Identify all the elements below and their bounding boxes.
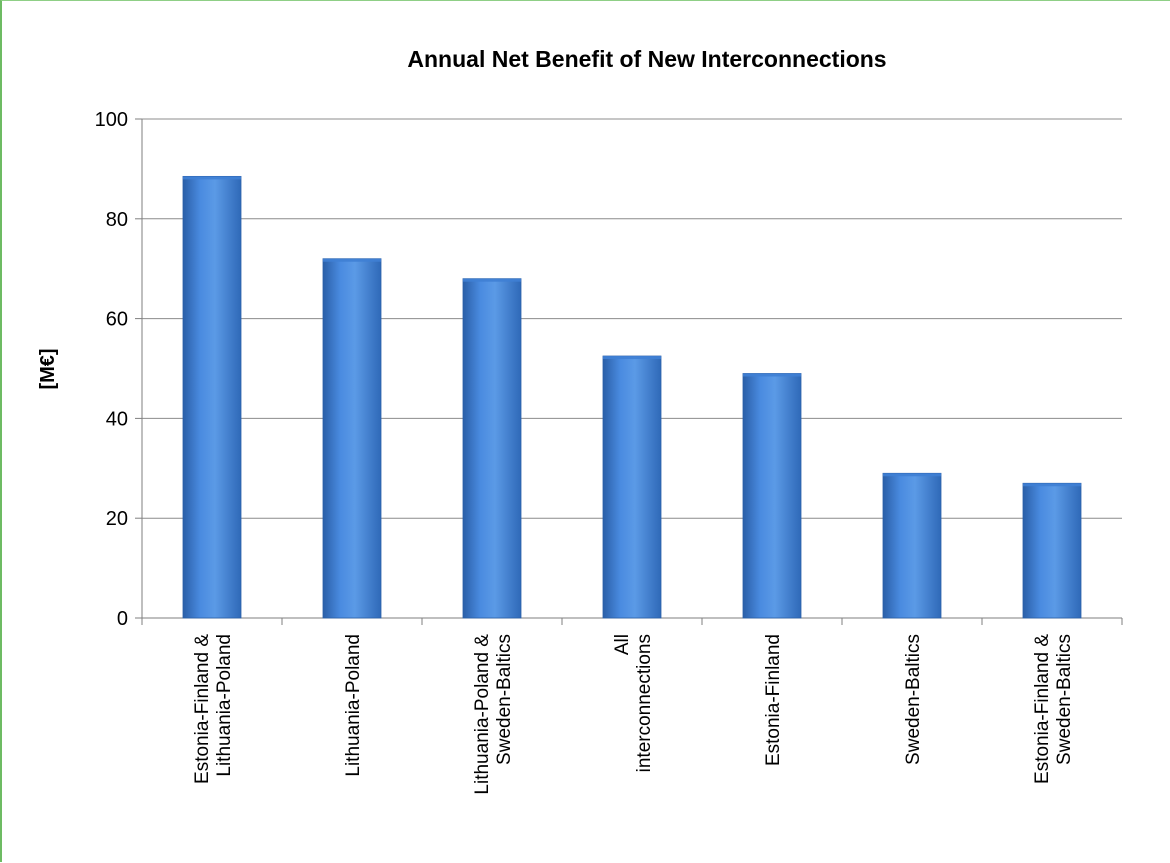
bar [602,355,662,619]
x-tick-label-line: Lithuania-Poland [214,634,235,777]
bar [882,472,942,619]
gridlines [135,118,1122,619]
x-tick-label: Lithuania-Poland [343,634,364,777]
x-tick-label: Estonia-Finland [763,634,784,766]
x-tick-label-line: Estonia-Finland [763,634,784,766]
bar [182,175,242,619]
x-tick-label-line: All [612,634,633,655]
x-tick-label-line: Lithuania-Poland & [472,634,493,795]
x-tick-label-line: Sweden-Baltics [494,634,515,765]
bar [1022,482,1082,619]
y-tick-labels: 0 20 40 60 80 100 [95,109,128,630]
y-tick-label: 40 [106,408,128,430]
x-tick-label-line: Sweden-Baltics [1054,634,1075,765]
x-tick-label: All interconnections [612,634,655,772]
x-tick-label-line: Sweden-Baltics [903,634,924,765]
x-tick-label: Sweden-Baltics [903,634,924,765]
x-tick-label: Estonia-Finland & Sweden-Baltics [1032,634,1075,784]
x-tick-label: Lithuania-Poland & Sweden-Baltics [472,634,515,795]
bar-top-edge [603,356,661,360]
x-tick-label-line: Lithuania-Poland [343,634,364,777]
bar-top-edge [183,176,241,180]
bar-top-edge [463,278,521,282]
y-tick-label: 60 [106,309,128,331]
bars [182,175,1082,619]
y-tick-label: 100 [95,109,128,131]
y-tick-label: 0 [117,608,128,630]
x-tick-labels: Estonia-Finland & Lithuania-Poland Lithuan… [192,634,1075,795]
bar [322,258,382,619]
bar-top-edge [743,373,801,377]
bar-top-edge [323,258,381,262]
y-tick-label: 80 [106,209,128,231]
x-tick-label-line: Estonia-Finland & [192,634,213,784]
x-tick-label: Estonia-Finland & Lithuania-Poland [192,634,235,784]
bar-top-edge [1023,483,1081,487]
bar [742,373,802,619]
x-tick-label-line: Estonia-Finland & [1032,634,1053,784]
y-axis-label: [M€] [37,348,59,389]
bar-top-edge [883,473,941,477]
y-tick-label: 20 [106,508,128,530]
bar [462,278,522,619]
x-tick-label-line: interconnections [634,634,655,772]
chart-title: Annual Net Benefit of New Interconnectio… [407,46,886,72]
